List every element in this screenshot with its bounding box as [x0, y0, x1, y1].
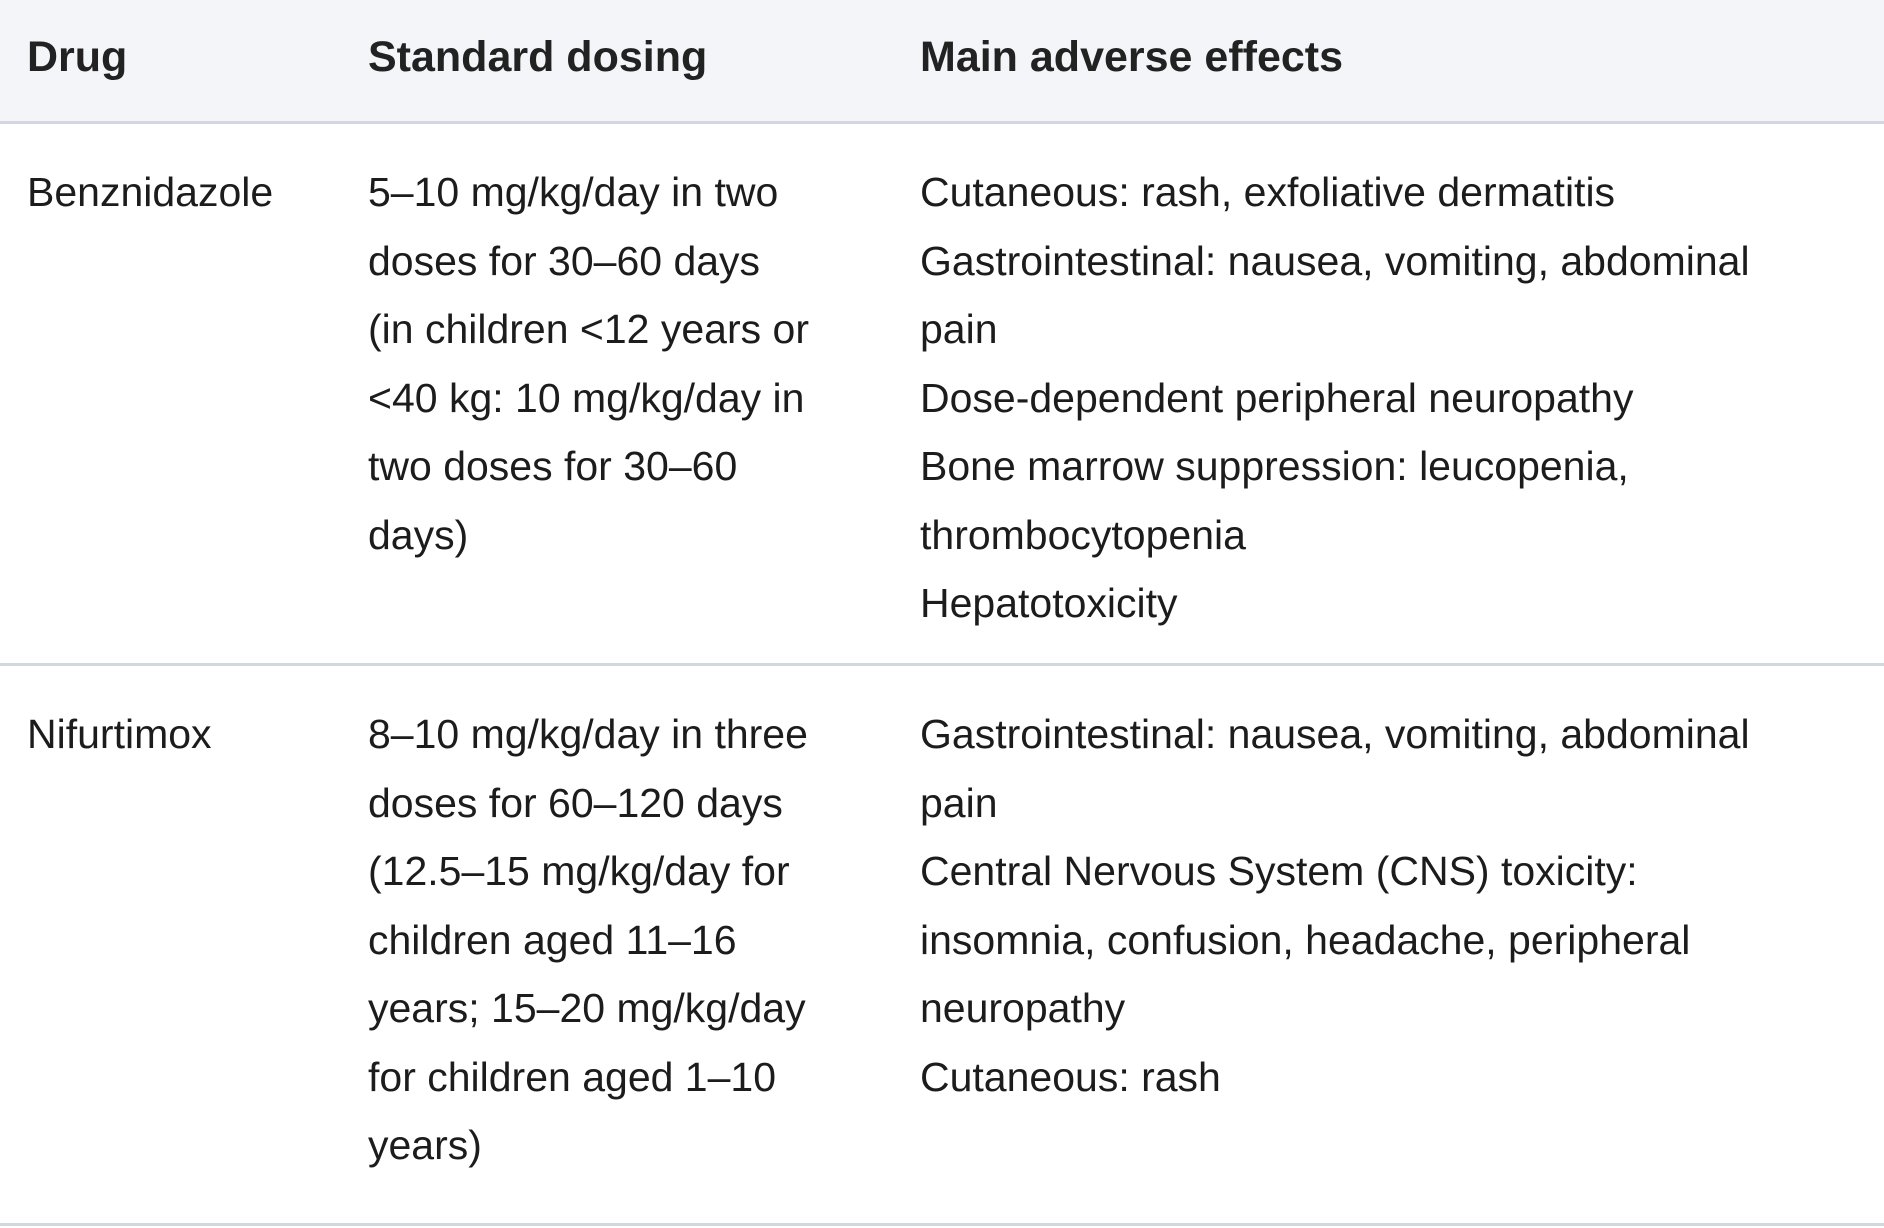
drug-name: Nifurtimox	[27, 711, 212, 757]
adverse-effect-line: thrombocytopenia	[920, 511, 1246, 558]
adverse-effect-line: Central Nervous System (CNS) toxicity:	[920, 848, 1638, 894]
table-row: Nifurtimox 8–10 mg/kg/day in three doses…	[0, 666, 1884, 1226]
dosing-line: (12.5–15 mg/kg/day for	[368, 848, 790, 894]
dosing-line: days)	[368, 511, 469, 558]
adverse-effect-line: Cutaneous: rash	[920, 1053, 1221, 1100]
drug-name: Benznidazole	[27, 169, 274, 215]
dosing-line: (in children <12 years or	[368, 306, 809, 352]
dosing-line: two doses for 30–60	[368, 443, 738, 489]
drug-name-cell: Benznidazole	[27, 124, 347, 227]
dosing-line: for children aged 1–10	[368, 1053, 777, 1100]
dosing-line: years)	[368, 1122, 482, 1168]
table-header-row: Drug Standard dosing Main adverse effect…	[0, 0, 1884, 124]
adverse-effects-cell: Cutaneous: rash, exfoliative dermatitis …	[920, 124, 1870, 638]
adverse-effect-line: Gastrointestinal: nausea, vomiting, abdo…	[920, 711, 1750, 757]
adverse-effects-cell: Gastrointestinal: nausea, vomiting, abdo…	[920, 666, 1870, 1111]
adverse-effect-line: insomnia, confusion, headache, periphera…	[920, 916, 1691, 963]
adverse-effect-line: Hepatotoxicity	[920, 580, 1178, 626]
header-main-adverse-effects: Main adverse effects	[920, 33, 1344, 81]
table-row: Benznidazole 5–10 mg/kg/day in two doses…	[0, 124, 1884, 666]
adverse-effect-line: pain	[920, 306, 998, 352]
header-standard-dosing: Standard dosing	[368, 33, 708, 81]
header-drug: Drug	[27, 33, 128, 81]
dosing-line: <40 kg: 10 mg/kg/day in	[368, 374, 805, 421]
adverse-effect-line: pain	[920, 779, 998, 826]
drug-name-cell: Nifurtimox	[27, 666, 347, 769]
dosing-cell: 8–10 mg/kg/day in three doses for 60–120…	[368, 666, 898, 1180]
adverse-effect-line: Cutaneous: rash, exfoliative dermatitis	[920, 169, 1616, 215]
dosing-line: doses for 60–120 days	[368, 779, 783, 826]
dosing-line: 5–10 mg/kg/day in two	[368, 169, 779, 215]
adverse-effect-line: Gastrointestinal: nausea, vomiting, abdo…	[920, 237, 1750, 284]
dosing-line: children aged 11–16	[368, 916, 737, 963]
dosing-line: 8–10 mg/kg/day in three	[368, 711, 808, 757]
dosing-line: doses for 30–60 days	[368, 237, 761, 284]
dosing-cell: 5–10 mg/kg/day in two doses for 30–60 da…	[368, 124, 898, 569]
adverse-effect-line: Dose-dependent peripheral neuropathy	[920, 374, 1634, 421]
dosing-line: years; 15–20 mg/kg/day	[368, 985, 806, 1031]
adverse-effect-line: neuropathy	[920, 985, 1126, 1031]
adverse-effect-line: Bone marrow suppression: leucopenia,	[920, 443, 1629, 489]
